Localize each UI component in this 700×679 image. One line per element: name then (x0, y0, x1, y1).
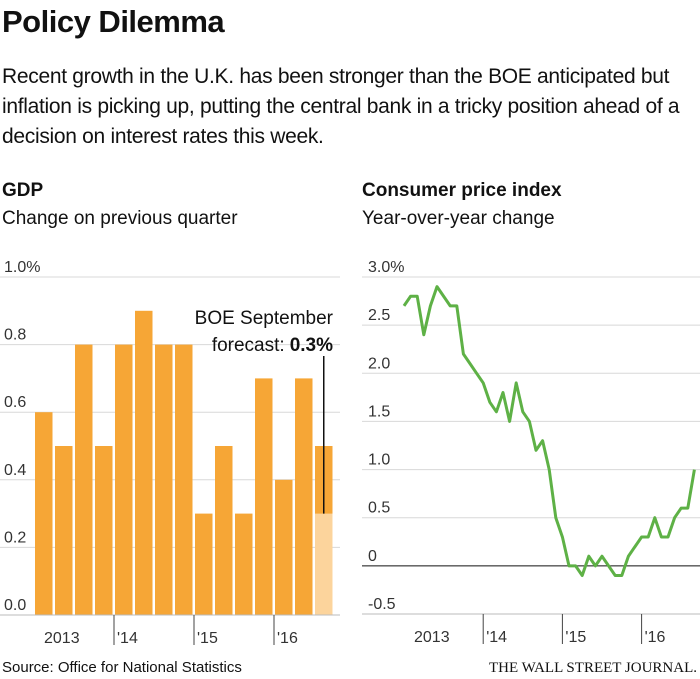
y-tick-label: 0.0 (4, 597, 26, 614)
bar (175, 344, 193, 615)
publisher: THE WALL STREET JOURNAL. (489, 660, 697, 676)
y-tick-label: 2.5 (368, 307, 390, 324)
bar (235, 513, 253, 615)
bar (195, 513, 213, 615)
line (402, 285, 696, 577)
forecast-label: 0.3% (290, 335, 333, 356)
x-tick-label: '16 (277, 630, 298, 647)
y-tick-label: 1.0 (368, 452, 390, 469)
y-tick-label: 0.4 (4, 462, 26, 479)
y-tick-label: -0.5 (368, 596, 396, 613)
y-tick-label: 1.0% (4, 259, 40, 276)
bar (255, 378, 273, 615)
x-tick-label: '14 (486, 629, 507, 646)
annotation: forecast: 0.3% (212, 335, 333, 356)
chart-subtitle: Year-over-year change (362, 208, 555, 229)
bar (75, 344, 93, 615)
forecast-bar (315, 513, 333, 615)
y-tick-label: 2.0 (368, 355, 390, 372)
x-tick-label: '16 (645, 629, 666, 646)
bar (155, 344, 173, 615)
chart-title: GDP (2, 180, 44, 201)
annotation-text: forecast: (212, 335, 285, 356)
page-title: Policy Dilemma (2, 4, 225, 39)
y-tick-label: 0 (368, 548, 377, 565)
x-tick-label: 2013 (414, 629, 450, 646)
bar (35, 412, 53, 615)
bar (295, 378, 313, 615)
bar (135, 310, 153, 615)
bar (55, 446, 73, 615)
x-tick-label: 2013 (44, 630, 80, 647)
y-tick-label: 0.8 (4, 327, 26, 344)
bar (275, 479, 293, 615)
chart-title: Consumer price index (362, 180, 562, 201)
y-tick-label: 0.5 (368, 500, 390, 517)
page-subtitle: Recent growth in the U.K. has been stron… (2, 65, 680, 148)
x-tick-label: '14 (117, 630, 138, 647)
bar (215, 446, 233, 615)
y-tick-label: 0.2 (4, 529, 26, 546)
bar (115, 344, 133, 615)
chart-subtitle: Change on previous quarter (2, 208, 238, 229)
y-tick-label: 3.0% (368, 259, 404, 276)
x-tick-label: '15 (197, 630, 218, 647)
source: Source: Office for National Statistics (2, 659, 242, 676)
y-tick-label: 0.6 (4, 394, 26, 411)
annotation: BOE September (195, 308, 334, 329)
bar (95, 446, 113, 615)
y-tick-label: 1.5 (368, 403, 390, 420)
x-tick-label: '15 (565, 629, 586, 646)
